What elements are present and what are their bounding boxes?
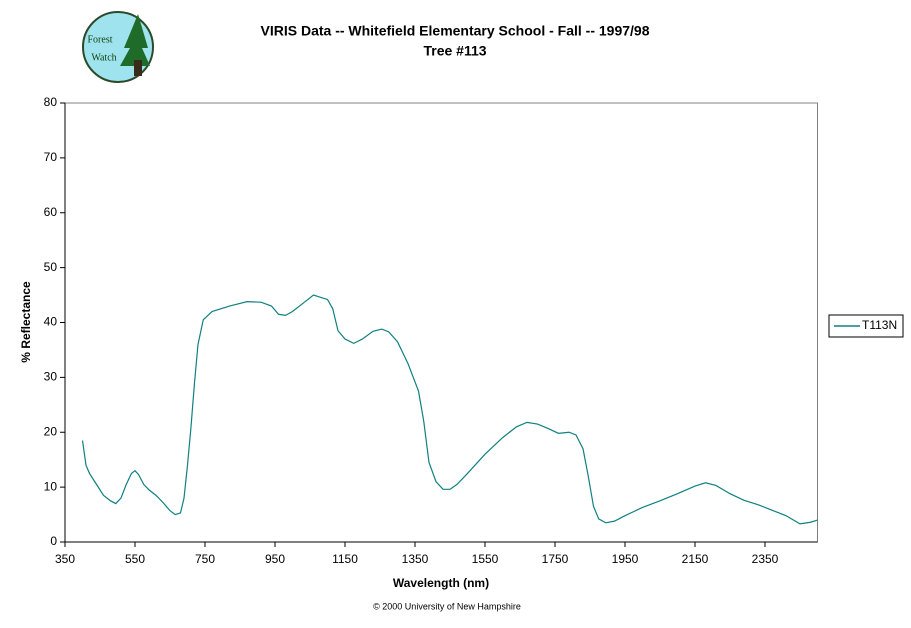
- x-tick-label: 350: [55, 552, 75, 566]
- logo-text: Forest: [88, 34, 113, 45]
- chart-subtitle: Tree #113: [423, 43, 486, 59]
- x-tick-label: 2150: [682, 552, 709, 566]
- x-tick-label: 1350: [402, 552, 429, 566]
- y-tick-label: 30: [44, 370, 58, 384]
- logo: Forest Watch: [82, 11, 154, 83]
- x-tick-label: 750: [195, 552, 215, 566]
- y-tick-label: 0: [50, 534, 57, 548]
- x-tick-label: 2350: [752, 552, 779, 566]
- chart-title: VIRIS Data -- Whitefield Elementary Scho…: [261, 23, 650, 39]
- x-tick-label: 1750: [542, 552, 569, 566]
- caption: © 2000 University of New Hampshire: [373, 601, 521, 611]
- x-tick-label: 1150: [332, 552, 358, 566]
- x-axis-label: Wavelength (nm): [393, 576, 489, 590]
- y-tick-label: 70: [44, 150, 58, 164]
- x-tick-label: 550: [125, 552, 145, 566]
- legend-box: [828, 314, 904, 338]
- x-tick-label: 1550: [472, 552, 499, 566]
- y-tick-label: 50: [44, 260, 58, 274]
- y-tick-label: 80: [44, 95, 58, 109]
- logo-text: Watch: [91, 52, 116, 63]
- x-tick-label: 950: [265, 552, 285, 566]
- legend-label: T113N: [862, 318, 897, 332]
- logo-trunk: [134, 60, 142, 76]
- y-axis-label: % Reflectance: [19, 281, 33, 363]
- logo-tree: [120, 14, 150, 66]
- x-tick-label: 1950: [612, 552, 639, 566]
- y-tick-label: 40: [44, 315, 58, 329]
- y-tick-label: 10: [44, 479, 58, 493]
- series-line: [81, 294, 818, 525]
- y-tick-label: 60: [44, 205, 58, 219]
- y-tick-label: 20: [44, 424, 58, 438]
- plot-frame: [64, 102, 818, 543]
